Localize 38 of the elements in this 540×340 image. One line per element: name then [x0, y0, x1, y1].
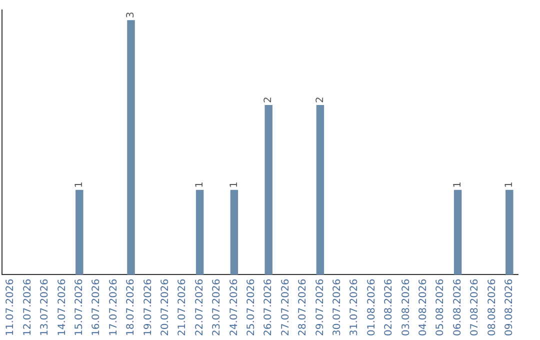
data-label: 1	[452, 182, 464, 188]
x-tick-label: 28.07.2026	[298, 278, 309, 336]
x-tick-label: 13.07.2026	[40, 278, 51, 336]
data-label: 1	[228, 182, 240, 188]
x-tick-label: 09.08.2026	[504, 278, 515, 336]
data-label: 2	[314, 96, 326, 104]
x-tick-label: 11.07.2026	[5, 278, 16, 336]
x-tick-label: 25.07.2026	[246, 278, 257, 336]
x-tick-label: 19.07.2026	[142, 278, 154, 336]
x-tick-label: 08.08.2026	[486, 278, 498, 336]
x-tick-label: 24.07.2026	[228, 278, 240, 336]
data-label: 2	[263, 96, 274, 104]
x-tick-label: 17.07.2026	[108, 278, 120, 336]
data-label: 1	[74, 182, 85, 188]
x-tick-label: 31.07.2026	[349, 278, 360, 336]
x-tick-label: 15.07.2026	[74, 278, 85, 336]
x-tick-label: 20.07.2026	[160, 278, 171, 336]
x-tick-label: 02.08.2026	[384, 278, 395, 336]
x-tick-label: 07.08.2026	[470, 278, 481, 336]
x-tick-label: 04.08.2026	[418, 278, 429, 336]
x-tick-label: 03.08.2026	[400, 278, 412, 336]
x-tick-label: 05.08.2026	[435, 278, 446, 336]
x-tick-label: 12.07.2026	[22, 278, 34, 336]
x-tick-label: 06.08.2026	[452, 278, 464, 336]
x-tick-label: 22.07.2026	[194, 278, 206, 336]
data-label: 3	[126, 12, 137, 18]
x-tick-label: 14.07.2026	[56, 278, 68, 336]
data-label: 1	[194, 182, 206, 188]
x-tick-label: 27.07.2026	[280, 278, 292, 336]
x-tick-label: 21.07.2026	[177, 278, 188, 336]
x-tick-label: 30.07.2026	[332, 278, 343, 336]
x-tick-label: 23.07.2026	[212, 278, 223, 336]
x-tick-label: 16.07.2026	[91, 278, 102, 336]
data-label: 1	[504, 182, 515, 188]
x-tick-label: 18.07.2026	[126, 278, 137, 336]
x-tick-label: 29.07.2026	[314, 278, 326, 336]
x-tick-label: 01.08.2026	[366, 278, 378, 336]
x-tick-label: 26.07.2026	[263, 278, 274, 336]
